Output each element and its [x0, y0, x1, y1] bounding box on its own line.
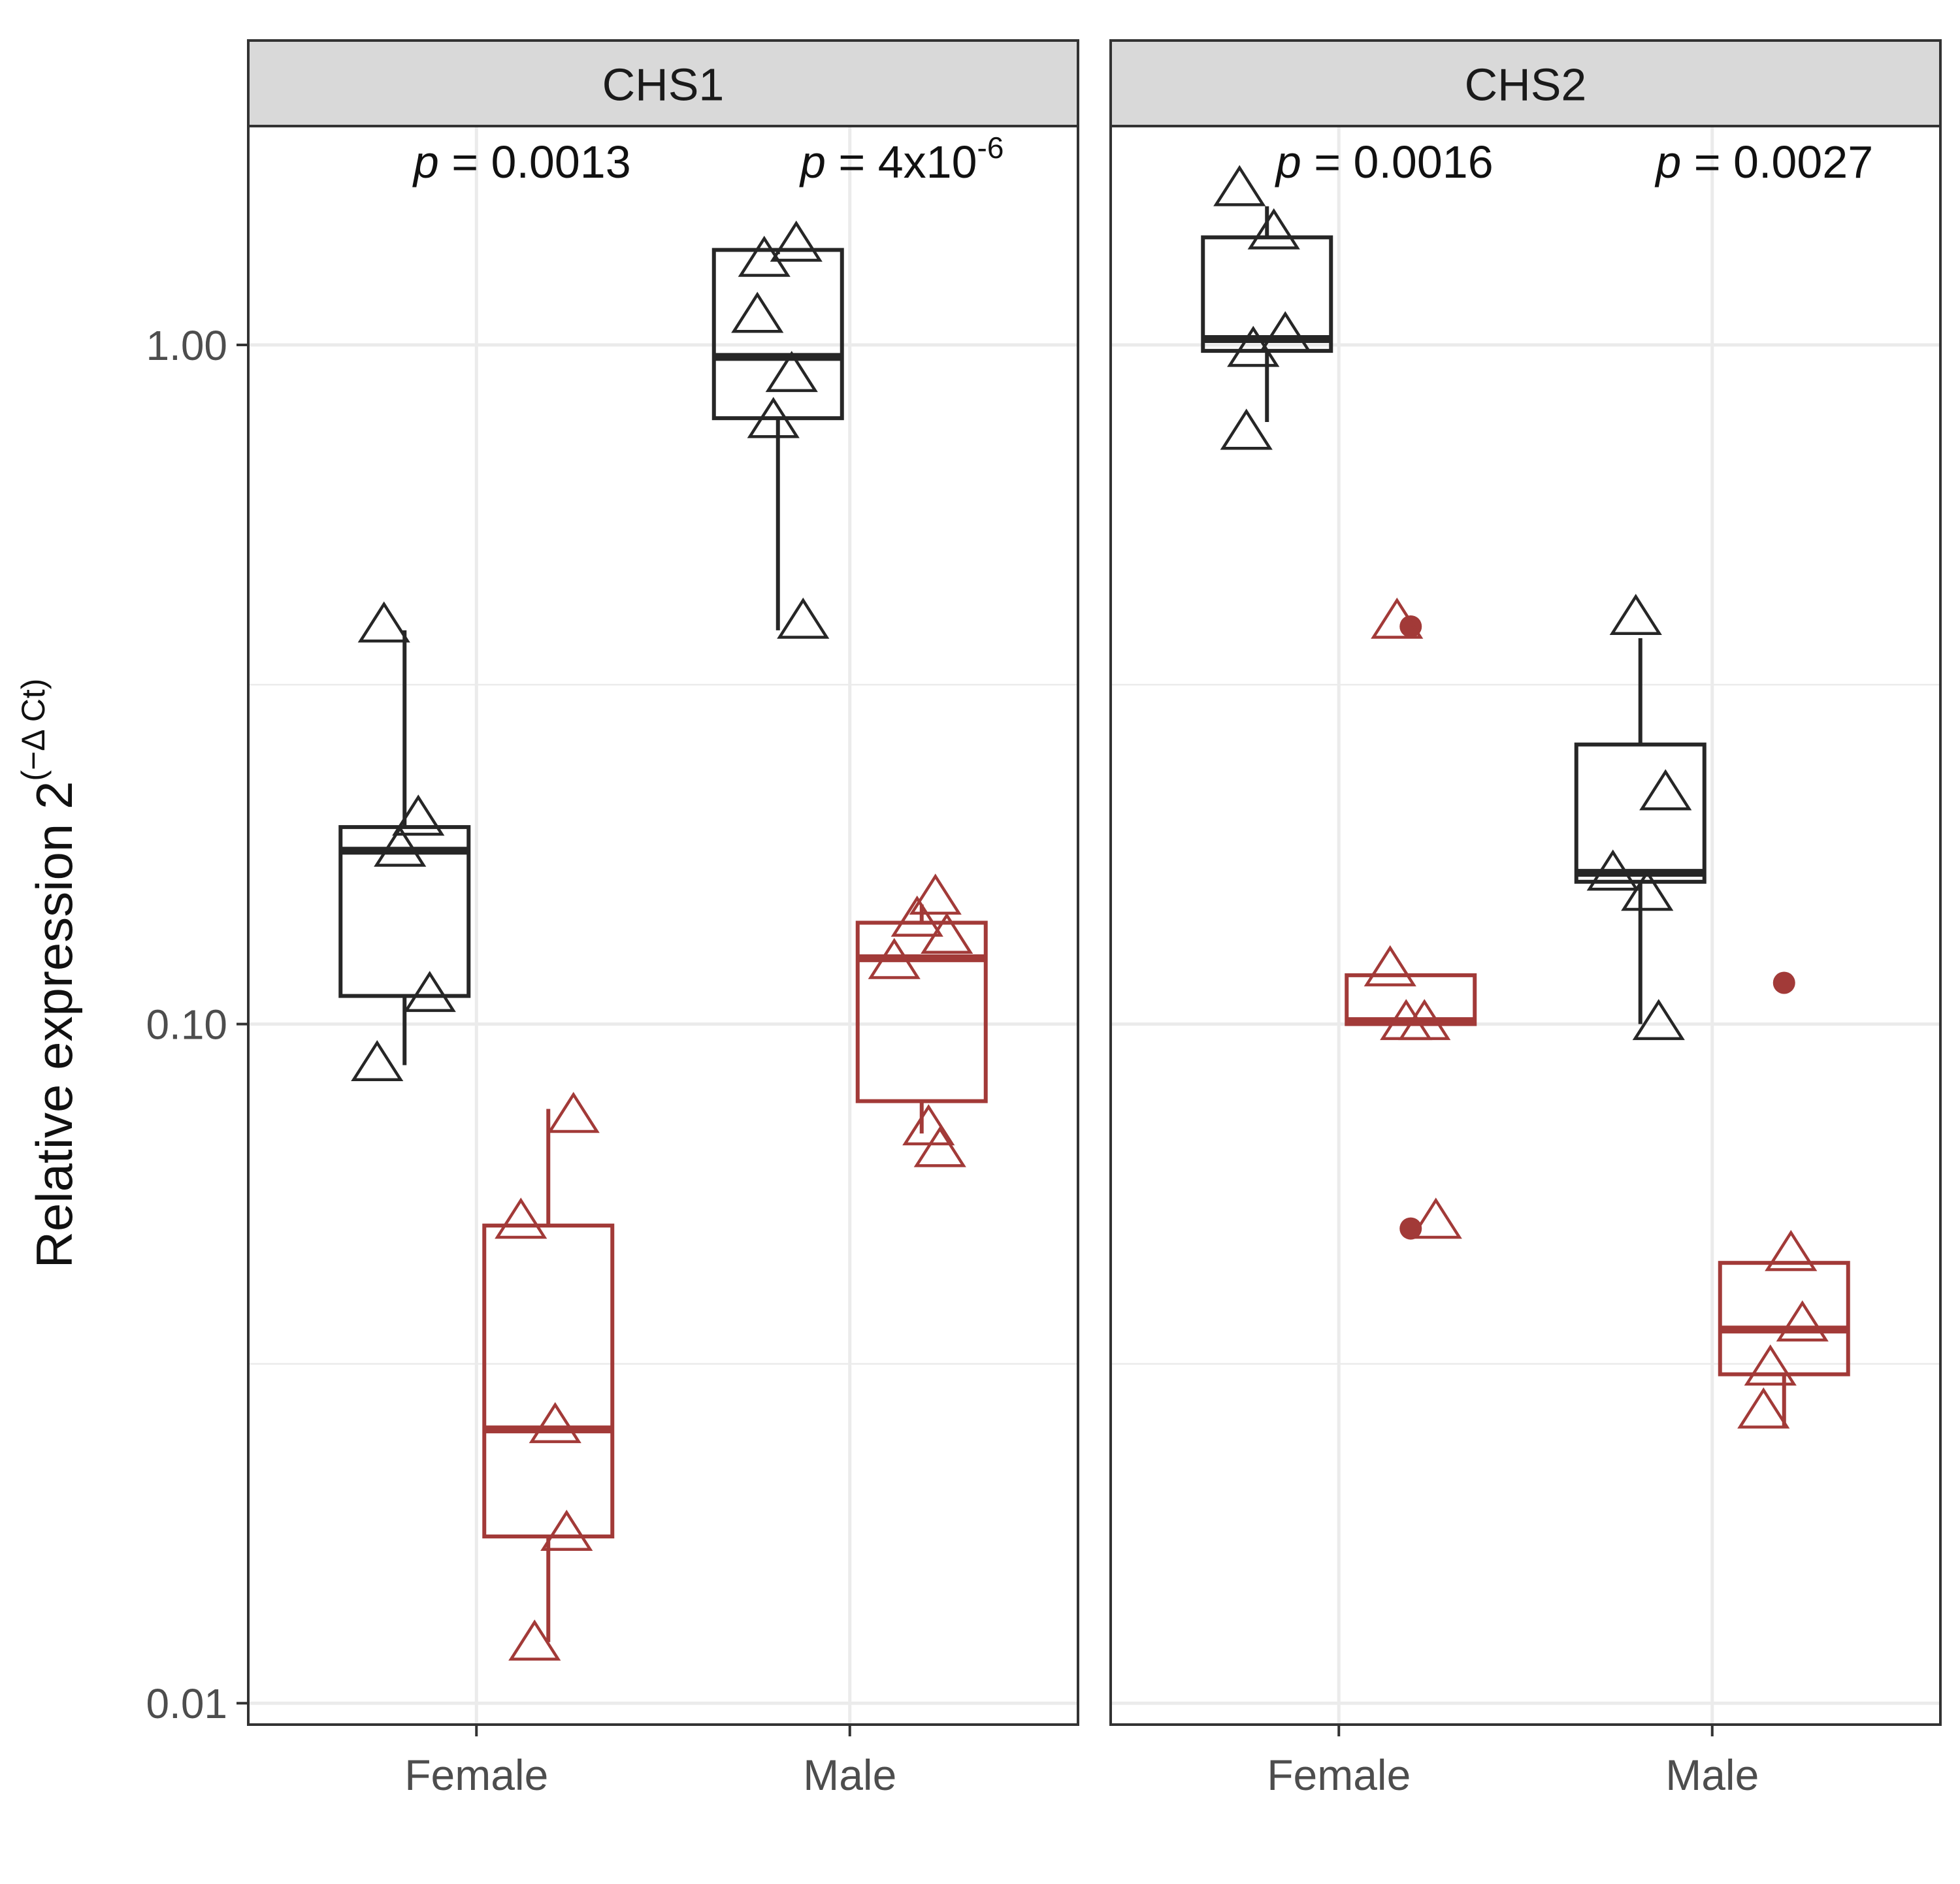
data-point-triangle — [921, 913, 973, 954]
data-point-triangle — [1776, 1300, 1829, 1342]
data-point-triangle — [1632, 999, 1685, 1041]
data-point-triangle — [540, 1510, 593, 1551]
p-symbol: p — [1654, 137, 1681, 187]
boxplot-male-red — [855, 873, 988, 1167]
x-tick-label: Female — [1267, 1751, 1411, 1799]
data-point-triangle — [1371, 597, 1424, 639]
box — [855, 920, 988, 1103]
outlier-point — [1399, 1217, 1422, 1240]
x-tick-label: Male — [1665, 1751, 1759, 1799]
data-point-triangle — [777, 597, 830, 639]
data-point-triangle — [495, 1197, 547, 1239]
x-tick-label: Male — [803, 1751, 896, 1799]
data-point-triangle — [1744, 1344, 1797, 1386]
data-point-triangle — [1380, 999, 1433, 1041]
boxplot-female-red — [482, 1092, 615, 1661]
p-symbol: p — [799, 137, 826, 187]
data-point-triangle — [1227, 325, 1280, 367]
data-point-triangle — [547, 1092, 600, 1133]
data-point-triangle — [508, 1619, 561, 1661]
data-point-triangle — [1247, 208, 1300, 250]
boxplot-male-red — [1718, 971, 1850, 1429]
data-point-triangle — [357, 601, 410, 643]
x-tick-label: Female — [404, 1751, 548, 1799]
boxplot-female-black — [1201, 165, 1333, 450]
data-point-triangle — [1364, 945, 1416, 986]
p-value-text: = 0.0027 — [1681, 137, 1873, 187]
data-point-triangle — [909, 873, 962, 915]
panel-background — [1111, 126, 1940, 1725]
data-point-triangle — [374, 825, 427, 867]
p-value-label: p = 0.0027 — [1654, 137, 1873, 187]
data-point-triangle — [890, 895, 943, 937]
data-point-triangle — [731, 291, 784, 333]
outlier-point — [1772, 971, 1795, 994]
boxplot-male-black — [711, 220, 844, 639]
data-point-triangle — [1586, 849, 1639, 891]
boxplot-male-black — [1574, 593, 1707, 1041]
box — [482, 1224, 615, 1538]
strip-background — [1109, 39, 1942, 127]
data-point-triangle — [1609, 593, 1662, 635]
data-point-triangle — [738, 235, 791, 277]
data-point-triangle — [1737, 1387, 1790, 1429]
data-point-triangle — [770, 220, 823, 262]
p-value-exponent: -6 — [977, 131, 1004, 165]
data-point-triangle — [403, 971, 456, 1013]
data-point-triangle — [1220, 408, 1273, 450]
strip-title: CHS1 — [602, 59, 725, 110]
y-axis-label: Relative expression 2(−Δ Ct) — [15, 679, 83, 1269]
box — [338, 825, 471, 998]
data-point-triangle — [529, 1402, 581, 1444]
data-point-triangle — [392, 794, 445, 836]
y-axis-label-main: Relative expression 2 — [25, 781, 83, 1269]
p-value-text: = 0.0016 — [1301, 137, 1494, 187]
p-value-label: p = 4x10-6 — [799, 131, 1004, 187]
y-tick-label: 1.00 — [146, 322, 227, 369]
p-value-text: = 4x10 — [826, 137, 977, 187]
boxplot-female-red — [1345, 597, 1477, 1240]
data-point-triangle — [868, 937, 921, 979]
y-axis-label-superscript: (−Δ Ct) — [15, 679, 52, 781]
p-symbol: p — [1275, 137, 1301, 187]
p-symbol: p — [412, 137, 439, 187]
y-tick-label: 0.10 — [146, 1001, 227, 1048]
data-point-triangle — [765, 351, 818, 393]
data-point-triangle — [1765, 1229, 1818, 1271]
strip-background — [247, 39, 1079, 127]
data-point-triangle — [913, 1126, 966, 1167]
data-point-triangle — [1639, 769, 1692, 811]
data-point-triangle — [1259, 311, 1312, 353]
p-value-text: = 0.0013 — [439, 137, 631, 187]
y-tick-label: 0.01 — [146, 1680, 227, 1727]
data-point-triangle — [747, 397, 800, 438]
strip-title: CHS2 — [1465, 59, 1587, 110]
data-point-triangle — [351, 1040, 404, 1082]
boxplot-female-black — [338, 601, 471, 1082]
data-point-triangle — [1213, 165, 1266, 206]
data-point-triangle — [902, 1104, 955, 1146]
box — [1718, 1261, 1850, 1376]
data-point-triangle — [1621, 869, 1674, 911]
p-value-label: p = 0.0013 — [412, 137, 631, 187]
data-point-triangle — [1409, 1197, 1462, 1239]
p-value-label: p = 0.0016 — [1275, 137, 1494, 187]
